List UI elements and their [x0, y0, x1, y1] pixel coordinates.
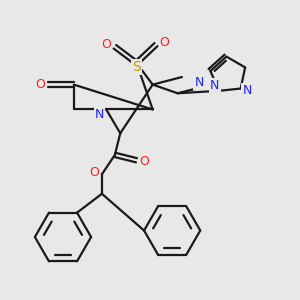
Text: N: N: [95, 108, 104, 122]
Text: S: S: [132, 60, 141, 74]
Text: N: N: [242, 84, 252, 97]
Text: O: O: [35, 78, 45, 91]
Text: O: O: [101, 38, 111, 51]
Text: O: O: [160, 36, 170, 49]
Text: N: N: [210, 79, 220, 92]
Text: N: N: [194, 76, 204, 89]
Text: O: O: [139, 155, 149, 168]
Text: O: O: [89, 166, 99, 179]
